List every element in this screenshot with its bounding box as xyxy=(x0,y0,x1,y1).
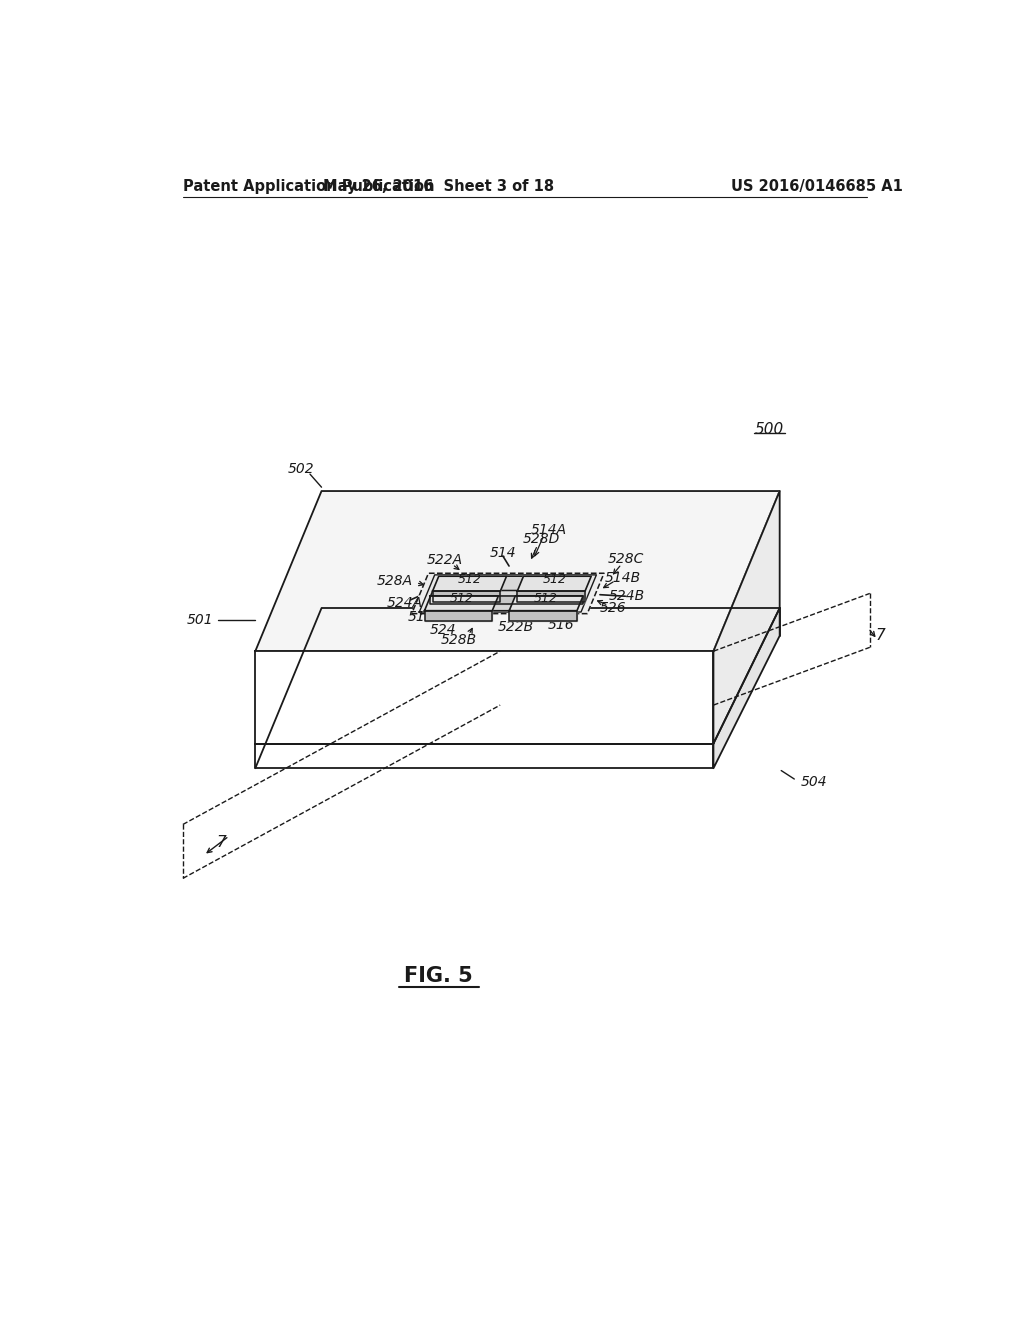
Polygon shape xyxy=(490,577,525,611)
Text: 501: 501 xyxy=(186,614,213,627)
Text: 528C: 528C xyxy=(608,552,644,566)
Text: 502: 502 xyxy=(288,462,314,475)
Text: 514A: 514A xyxy=(530,523,566,537)
Text: FIG. 5: FIG. 5 xyxy=(404,966,473,986)
Polygon shape xyxy=(430,597,583,605)
Polygon shape xyxy=(714,609,779,768)
Text: 528D: 528D xyxy=(523,532,560,546)
Text: 512: 512 xyxy=(458,573,481,586)
Text: 522B: 522B xyxy=(498,620,534,634)
Polygon shape xyxy=(425,611,493,622)
Text: US 2016/0146685 A1: US 2016/0146685 A1 xyxy=(731,180,903,194)
Text: 528B: 528B xyxy=(440,634,477,647)
Polygon shape xyxy=(517,591,585,602)
Text: Patent Application Publication: Patent Application Publication xyxy=(183,180,434,194)
Polygon shape xyxy=(432,591,501,602)
Text: 514: 514 xyxy=(409,610,435,624)
Text: 516: 516 xyxy=(548,618,574,632)
Text: 526: 526 xyxy=(600,601,627,615)
Polygon shape xyxy=(255,651,714,743)
Polygon shape xyxy=(714,491,779,743)
Polygon shape xyxy=(432,577,507,591)
Text: 512: 512 xyxy=(535,593,558,605)
Text: 504: 504 xyxy=(801,775,827,789)
Text: 500: 500 xyxy=(755,422,783,437)
Polygon shape xyxy=(430,590,586,597)
Text: 528A: 528A xyxy=(377,574,413,589)
Text: 512: 512 xyxy=(450,593,473,605)
Text: 524A: 524A xyxy=(387,595,423,610)
Polygon shape xyxy=(509,595,583,611)
Text: 7: 7 xyxy=(216,834,226,850)
Text: May 26, 2016  Sheet 3 of 18: May 26, 2016 Sheet 3 of 18 xyxy=(323,180,554,194)
Polygon shape xyxy=(255,743,714,768)
Text: 524: 524 xyxy=(430,623,457,638)
Text: 7: 7 xyxy=(876,628,886,643)
Text: 514: 514 xyxy=(489,546,516,560)
Polygon shape xyxy=(255,491,779,651)
Polygon shape xyxy=(509,611,577,622)
Text: 524B: 524B xyxy=(609,589,645,603)
Polygon shape xyxy=(420,576,596,612)
Polygon shape xyxy=(517,577,591,591)
Text: 512: 512 xyxy=(543,573,566,586)
Text: 514B: 514B xyxy=(605,572,641,585)
Polygon shape xyxy=(425,595,499,611)
Text: 522A: 522A xyxy=(426,553,463,566)
Polygon shape xyxy=(412,573,604,614)
